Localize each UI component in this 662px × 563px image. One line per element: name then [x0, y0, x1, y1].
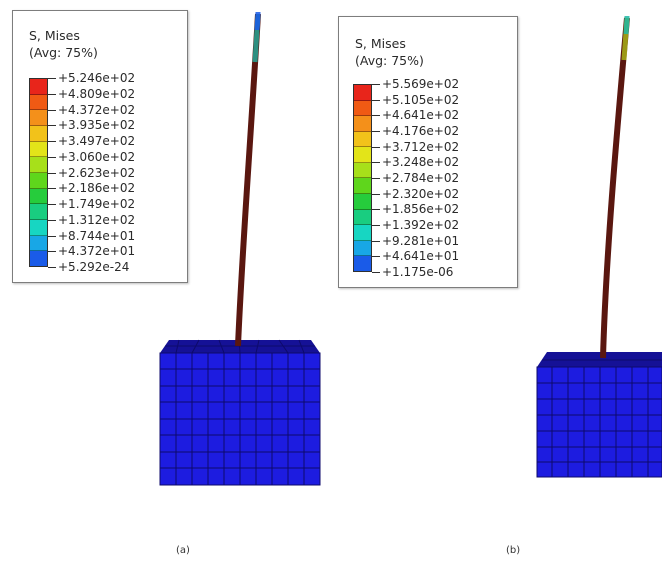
figure-b: S, Mises (Avg: 75%) +5.569e+02 +5.105e+0… [330, 0, 662, 563]
figure-a: S, Mises (Avg: 75%) +5.246e+02 +4.809e+0… [0, 0, 330, 563]
color-swatch [354, 240, 371, 257]
block-grid [160, 339, 320, 485]
tick-label: +1.392e+02 [372, 219, 459, 231]
color-swatch [354, 85, 371, 101]
tick-label: +4.372e+02 [48, 104, 135, 116]
color-swatch [30, 173, 47, 189]
color-swatch [354, 100, 371, 117]
fe-model-b [536, 15, 662, 478]
color-swatch [354, 225, 371, 241]
color-swatch [30, 235, 47, 252]
tick-label: +1.749e+02 [48, 198, 135, 210]
color-swatch [354, 256, 371, 271]
color-swatch [30, 220, 47, 236]
fe-model-a [159, 11, 321, 486]
rod [235, 13, 261, 347]
tick-label: +3.248e+02 [372, 156, 459, 168]
tick-label: +3.935e+02 [48, 119, 135, 131]
figure-caption: (a) [176, 545, 190, 556]
color-swatch [354, 162, 371, 179]
rod-tip-end [623, 15, 630, 35]
block-grid [537, 359, 662, 477]
tick-label: +5.105e+02 [372, 94, 459, 106]
tick-label: +5.292e-24 [48, 261, 129, 273]
color-swatch [354, 116, 371, 132]
tick-label: +5.246e+02 [48, 72, 135, 84]
tick-label: +5.569e+02 [372, 78, 459, 90]
color-swatch [30, 188, 47, 205]
color-scale-bar [29, 78, 48, 267]
tick-label: +2.320e+02 [372, 188, 459, 200]
color-swatch [30, 204, 47, 221]
tick-label: +4.809e+02 [48, 88, 135, 100]
tick-label: +2.623e+02 [48, 167, 135, 179]
color-swatch [30, 141, 47, 158]
tick-label: +2.186e+02 [48, 182, 135, 194]
tick-label: +3.060e+02 [48, 151, 135, 163]
tick-label: +4.372e+01 [48, 245, 135, 257]
color-swatch [354, 209, 371, 226]
legend-subtitle: (Avg: 75%) [29, 45, 98, 60]
tick-label: +3.497e+02 [48, 135, 135, 147]
tick-label: +2.784e+02 [372, 172, 459, 184]
color-swatch [30, 126, 47, 142]
rod-mesh [235, 11, 261, 347]
stress-legend-b: S, Mises (Avg: 75%) +5.569e+02 +5.105e+0… [338, 16, 518, 288]
legend-subtitle: (Avg: 75%) [355, 53, 424, 68]
color-swatch [30, 94, 47, 111]
rod-mesh [600, 15, 630, 359]
tick-label: +1.175e-06 [372, 266, 453, 278]
color-swatch [354, 147, 371, 163]
tick-label: +4.641e+02 [372, 109, 459, 121]
block-mesh [536, 352, 662, 478]
tick-label: +4.641e+01 [372, 250, 459, 262]
color-swatch [30, 251, 47, 267]
color-scale-bar [353, 84, 372, 272]
color-swatch [354, 178, 371, 195]
tick-label: +8.744e+01 [48, 230, 135, 242]
color-swatch [354, 131, 371, 148]
rod [600, 17, 630, 359]
legend-title: S, Mises [29, 28, 80, 43]
color-swatch [30, 110, 47, 127]
tick-label: +9.281e+01 [372, 235, 459, 247]
block-mesh [159, 339, 321, 486]
tick-label: +3.712e+02 [372, 141, 459, 153]
tick-label: +1.312e+02 [48, 214, 135, 226]
stress-legend-a: S, Mises (Avg: 75%) +5.246e+02 +4.809e+0… [12, 10, 188, 283]
rod-tip-end [254, 11, 261, 31]
color-swatch [30, 157, 47, 174]
color-swatch [30, 79, 47, 95]
legend-title: S, Mises [355, 36, 406, 51]
figure-caption: (b) [506, 545, 521, 556]
color-swatch [354, 194, 371, 210]
tick-label: +4.176e+02 [372, 125, 459, 137]
tick-label: +1.856e+02 [372, 203, 459, 215]
